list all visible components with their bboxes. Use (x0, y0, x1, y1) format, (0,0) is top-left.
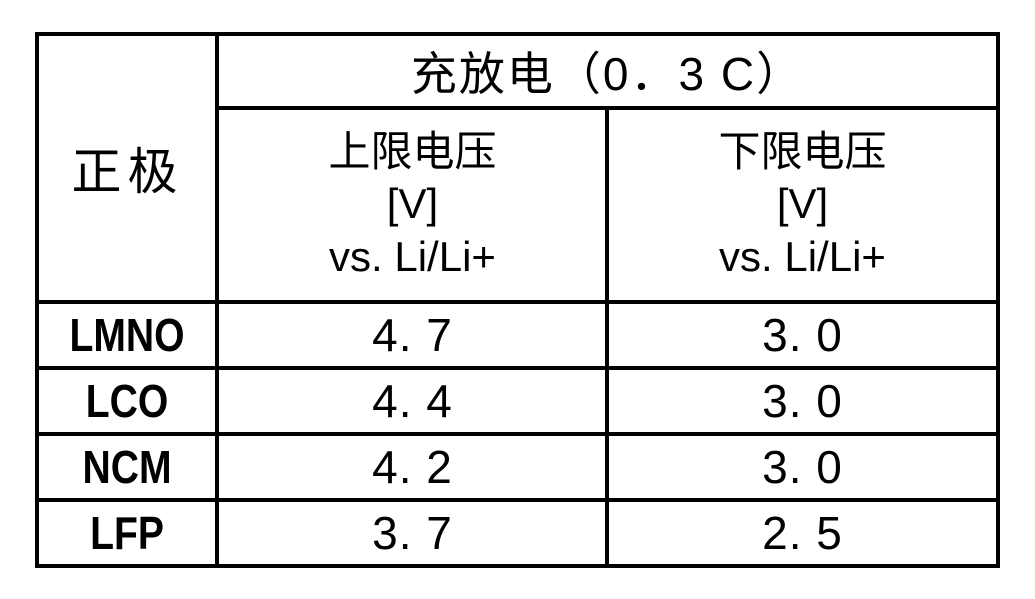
header-upper-line2: [V] (219, 178, 605, 231)
row-label: LMNO (70, 309, 185, 361)
row-upper-value: 4. 7 (372, 309, 453, 361)
header-lower-line3: vs. Li/Li+ (719, 233, 886, 280)
header-lower-voltage-cell: 下限电压 [V] vs. Li/Li+ (607, 108, 997, 302)
page-root: 正极 充放电（0．3 C） 上限电压 [V] vs. Li/Li+ 下限电压 [… (0, 0, 1035, 599)
row-label-cell: LMNO (51, 302, 204, 368)
row-lower-cell: 2. 5 (607, 500, 997, 566)
row-lower-value: 3. 0 (762, 375, 843, 427)
row-upper-value: 3. 7 (372, 507, 453, 559)
row-lower-cell: 3. 0 (607, 368, 997, 434)
row-upper-value: 4. 2 (372, 441, 453, 493)
row-label-cell: LFP (51, 500, 204, 566)
header-upper-line3: vs. Li/Li+ (329, 233, 496, 280)
battery-cathode-table: 正极 充放电（0．3 C） 上限电压 [V] vs. Li/Li+ 下限电压 [… (35, 32, 999, 568)
header-upper-voltage-cell: 上限电压 [V] vs. Li/Li+ (217, 108, 607, 302)
row-label-cell: NCM (51, 434, 204, 500)
header-corner-cell: 正极 (37, 34, 217, 302)
table-row: NCM 4. 2 3. 0 (37, 434, 997, 500)
row-upper-cell: 4. 4 (217, 368, 607, 434)
row-upper-cell: 3. 7 (217, 500, 607, 566)
table-row: LCO 4. 4 3. 0 (37, 368, 997, 434)
table-row: LFP 3. 7 2. 5 (37, 500, 997, 566)
row-label: LFP (91, 507, 165, 559)
header-corner-label: 正极 (71, 144, 183, 200)
row-lower-value: 2. 5 (762, 507, 843, 559)
row-lower-value: 3. 0 (762, 441, 843, 493)
header-span-cell: 充放电（0．3 C） (217, 34, 997, 108)
row-lower-cell: 3. 0 (607, 434, 997, 500)
header-lower-line1: 下限电压 (718, 128, 886, 175)
row-upper-cell: 4. 7 (217, 302, 607, 368)
row-label-cell: LCO (51, 368, 204, 434)
table-row: LMNO 4. 7 3. 0 (37, 302, 997, 368)
row-lower-cell: 3. 0 (607, 302, 997, 368)
row-upper-value: 4. 4 (372, 375, 453, 427)
header-span-label: 充放电（0．3 C） (411, 48, 804, 100)
row-label: NCM (83, 441, 172, 493)
header-lower-line2: [V] (609, 178, 995, 231)
header-upper-line1: 上限电压 (328, 128, 496, 175)
row-upper-cell: 4. 2 (217, 434, 607, 500)
row-lower-value: 3. 0 (762, 309, 843, 361)
row-label: LCO (86, 375, 169, 427)
table-header-row1: 正极 充放电（0．3 C） (37, 34, 997, 108)
